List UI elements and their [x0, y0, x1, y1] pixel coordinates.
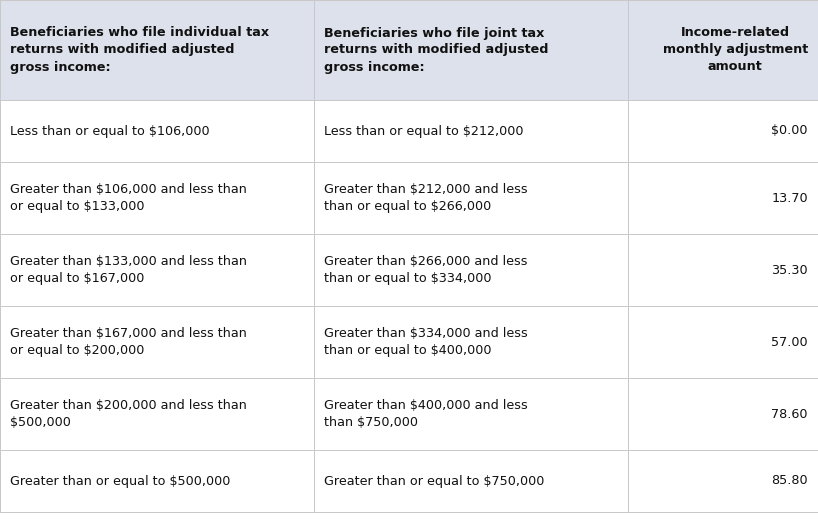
Text: Beneficiaries who file joint tax
returns with modified adjusted
gross income:: Beneficiaries who file joint tax returns…: [324, 27, 549, 73]
Text: Greater than $133,000 and less than
or equal to $167,000: Greater than $133,000 and less than or e…: [10, 255, 247, 285]
Text: 78.60: 78.60: [771, 408, 808, 420]
Bar: [314, 450, 628, 512]
Text: Greater than $334,000 and less
than or equal to $400,000: Greater than $334,000 and less than or e…: [324, 327, 528, 357]
Text: Beneficiaries who file individual tax
returns with modified adjusted
gross incom: Beneficiaries who file individual tax re…: [10, 27, 269, 73]
Text: Greater than $212,000 and less
than or equal to $266,000: Greater than $212,000 and less than or e…: [324, 183, 528, 213]
Bar: [628, 0, 818, 100]
Text: 85.80: 85.80: [771, 475, 808, 487]
Bar: [314, 378, 628, 450]
Text: Less than or equal to $212,000: Less than or equal to $212,000: [324, 125, 524, 137]
Text: Less than or equal to $106,000: Less than or equal to $106,000: [10, 125, 209, 137]
Bar: [628, 162, 818, 234]
Bar: [314, 234, 628, 306]
Bar: [0, 234, 314, 306]
Bar: [0, 100, 314, 162]
Bar: [0, 450, 314, 512]
Text: $0.00: $0.00: [771, 125, 808, 137]
Bar: [628, 306, 818, 378]
Text: Greater than or equal to $750,000: Greater than or equal to $750,000: [324, 475, 544, 487]
Text: Greater than $266,000 and less
than or equal to $334,000: Greater than $266,000 and less than or e…: [324, 255, 528, 285]
Text: 35.30: 35.30: [771, 264, 808, 277]
Text: Greater than or equal to $500,000: Greater than or equal to $500,000: [10, 475, 231, 487]
Text: Greater than $106,000 and less than
or equal to $133,000: Greater than $106,000 and less than or e…: [10, 183, 247, 213]
Bar: [628, 234, 818, 306]
Text: 57.00: 57.00: [771, 335, 808, 348]
Text: 13.70: 13.70: [771, 191, 808, 204]
Text: Greater than $200,000 and less than
$500,000: Greater than $200,000 and less than $500…: [10, 399, 247, 429]
Text: Income-related
monthly adjustment
amount: Income-related monthly adjustment amount: [663, 27, 808, 73]
Bar: [628, 378, 818, 450]
Bar: [628, 100, 818, 162]
Bar: [314, 0, 628, 100]
Text: Greater than $400,000 and less
than $750,000: Greater than $400,000 and less than $750…: [324, 399, 528, 429]
Bar: [0, 378, 314, 450]
Text: Greater than $167,000 and less than
or equal to $200,000: Greater than $167,000 and less than or e…: [10, 327, 247, 357]
Bar: [314, 100, 628, 162]
Bar: [314, 306, 628, 378]
Bar: [0, 0, 314, 100]
Bar: [628, 450, 818, 512]
Bar: [0, 306, 314, 378]
Bar: [314, 162, 628, 234]
Bar: [0, 162, 314, 234]
